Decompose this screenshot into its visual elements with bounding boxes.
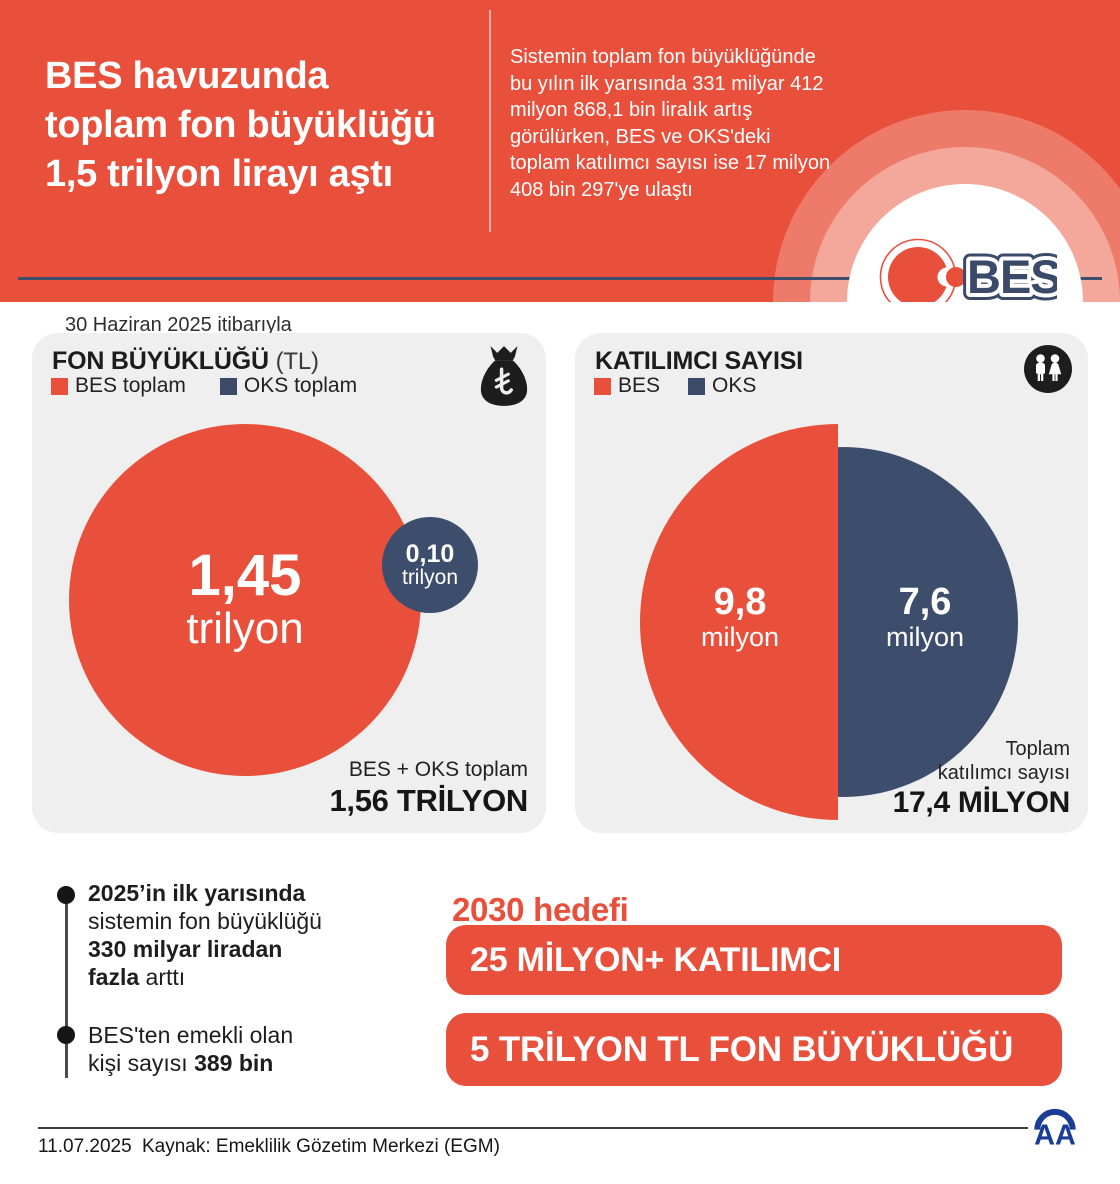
participants-oks-value-block: 7,6 milyon	[850, 581, 1000, 653]
fund-bes-unit: trilyon	[186, 603, 304, 653]
legend-swatch-bes	[51, 377, 68, 395]
milestone-2-line2-bold: 389 bin	[194, 1050, 274, 1076]
summary-line: toplam katılımcı sayısı ise 17 milyon	[510, 152, 831, 174]
target-banner-fund: 5 TRİLYON TL FON BÜYÜKLÜĞÜ	[446, 1013, 1062, 1086]
legend-swatch-oks	[219, 377, 237, 395]
target-banner-participants: 25 MİLYON+ KATILIMCI	[446, 925, 1062, 995]
fund-oks-circle: 0,10 trilyon	[382, 517, 478, 613]
title-line-2: toplam fon büyüklüğü	[45, 104, 436, 146]
legend-label-bes: BES toplam	[75, 374, 186, 397]
fund-bes-value: 1,45	[188, 542, 302, 608]
fund-panel-title-text: FON BÜYÜKLÜĞÜ	[52, 347, 269, 375]
bes-logo-text-outline: BES	[967, 250, 1057, 302]
milestone-1-line3: 330 milyar liradan	[88, 936, 283, 962]
legend-label-bes: BES	[618, 374, 661, 397]
page-title: BES havuzunda toplam fon büyüklüğü 1,5 t…	[45, 52, 505, 199]
participants-total-value: 17,4 MİLYON	[892, 786, 1071, 819]
summary-line: milyon 868,1 bin liralık artış	[510, 99, 753, 121]
fund-total-block: BES + OKS toplam 1,56 TRİLYON	[329, 757, 528, 819]
legend-label-oks: OKS	[712, 374, 757, 397]
milestone-2-line1: BES'ten emekli olan	[88, 1022, 294, 1048]
participants-bes-value-block: 9,8 milyon	[665, 581, 815, 653]
fund-total-label: BES + OKS toplam	[348, 758, 528, 781]
people-icon	[1024, 345, 1072, 393]
bes-logo-text-sticker: BES	[967, 250, 1057, 302]
target-heading: 2030 hedefi	[452, 891, 629, 928]
bes-logo-text: BES	[967, 250, 1057, 302]
title-line-1: BES havuzunda	[45, 55, 329, 97]
fund-bes-circle: 1,45 trilyon	[69, 424, 421, 776]
fund-panel-title: FON BÜYÜKLÜĞÜ (TL)	[52, 347, 319, 376]
fund-size-panel: FON BÜYÜKLÜĞÜ (TL) BES toplam OKS toplam…	[32, 333, 546, 833]
milestone-2-line2: kişi sayısı	[88, 1050, 188, 1076]
milestone-1-line4-rest: arttı	[145, 964, 186, 990]
vertical-divider	[489, 10, 491, 232]
participants-legend: BES OKS	[594, 374, 756, 398]
title-line-3: 1,5 trilyon lirayı aştı	[45, 153, 393, 195]
fund-panel-title-suffix: (TL)	[275, 348, 319, 375]
summary-line: görülürken, BES ve OKS'deki	[510, 125, 771, 148]
target-banner-participants-text: 25 MİLYON+ KATILIMCI	[470, 940, 841, 979]
fund-oks-unit: trilyon	[401, 566, 459, 590]
aa-logo-text: AA	[1034, 1119, 1076, 1151]
milestone-1-line1: 2025’in ilk yarısında	[88, 880, 306, 906]
fund-legend: BES toplam OKS toplam	[51, 374, 357, 398]
participants-total-block: Toplam katılımcı sayısı 17,4 MİLYON	[892, 737, 1071, 821]
legend-swatch-bes	[594, 377, 611, 395]
as-of-date-label: 30 Haziran 2025 itibarıyla	[65, 314, 292, 336]
footer-divider	[38, 1127, 1028, 1129]
participants-panel-title: KATILIMCI SAYISI	[595, 347, 803, 375]
timeline-line	[65, 895, 68, 1078]
participants-panel: KATILIMCI SAYISI BES OKS 9,8 milyon 7,6 …	[575, 333, 1088, 833]
legend-label-oks: OKS toplam	[243, 374, 358, 397]
participants-total-label-2: katılımcı sayısı	[937, 762, 1070, 784]
milestone-1: 2025’in ilk yarısında sistemin fon büyük…	[88, 879, 322, 991]
participants-bes-value: 9,8	[713, 581, 767, 623]
timeline-bullet-2	[57, 1026, 75, 1044]
bes-logo-icon: BES BES BES	[879, 238, 1057, 302]
participants-oks-value: 7,6	[898, 581, 952, 623]
fund-total-value: 1,56 TRİLYON	[329, 783, 528, 818]
header-band: BES havuzunda toplam fon büyüklüğü 1,5 t…	[0, 0, 1120, 302]
participants-total-label-1: Toplam	[1005, 738, 1070, 760]
participants-bes-unit: milyon	[700, 621, 780, 652]
summary-line: bu yılın ilk yarısında 331 milyar 412	[510, 72, 824, 95]
timeline-bullet-1	[57, 886, 75, 904]
summary-line: 408 bin 297'ye ulaştı	[510, 178, 693, 201]
legend-swatch-oks	[688, 377, 706, 395]
footer-source: Kaynak: Emeklilik Gözetim Merkezi (EGM)	[142, 1136, 500, 1157]
milestone-2: BES'ten emekli olan kişi sayısı 389 bin	[88, 1021, 293, 1077]
milestone-1-line2: sistemin fon büyüklüğü	[88, 908, 322, 934]
summary-text: Sistemin toplam fon büyüklüğünde bu yılı…	[510, 44, 880, 203]
participants-oks-unit: milyon	[885, 621, 965, 652]
milestone-1-line4-bold: fazla	[88, 964, 140, 990]
money-bag-icon	[480, 346, 528, 406]
footer-date: 11.07.2025	[38, 1136, 132, 1157]
aa-agency-logo-icon: AA	[1034, 1108, 1076, 1151]
fund-oks-value: 0,10	[405, 539, 455, 568]
summary-line: Sistemin toplam fon büyüklüğünde	[510, 46, 816, 68]
header-divider-line	[18, 277, 1102, 280]
target-banner-fund-text: 5 TRİLYON TL FON BÜYÜKLÜĞÜ	[470, 1029, 1014, 1069]
